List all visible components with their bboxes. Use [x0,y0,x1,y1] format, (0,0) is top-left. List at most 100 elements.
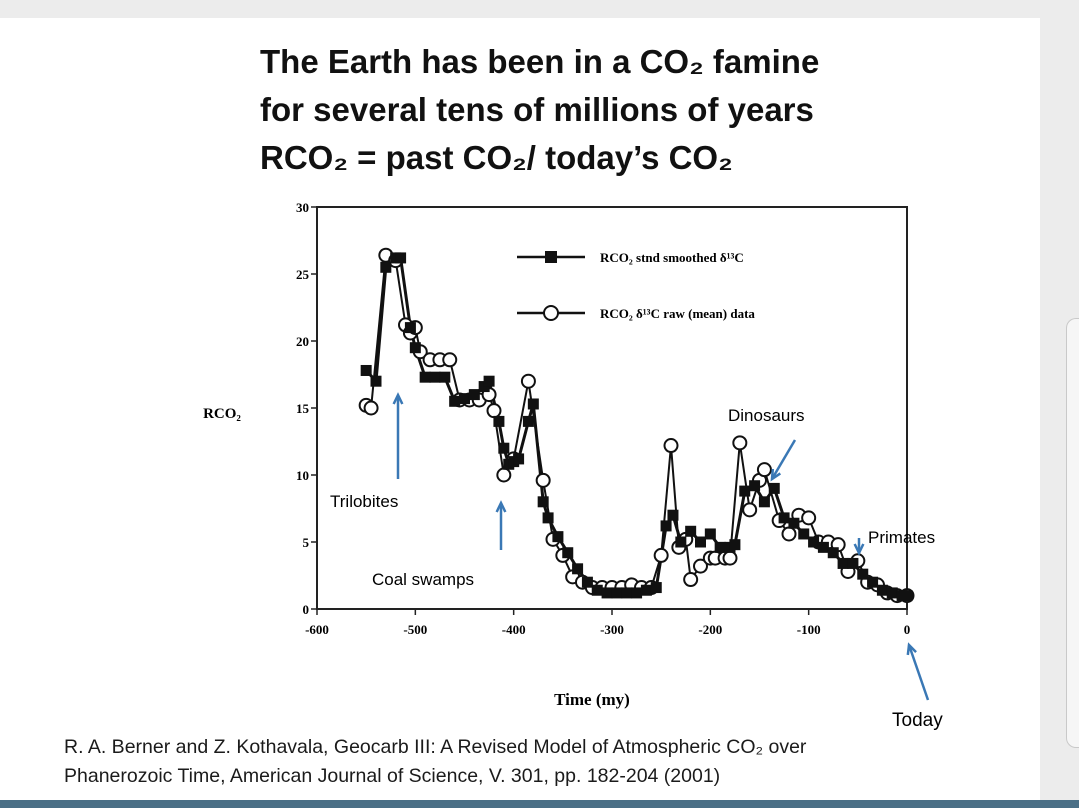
y-axis-label: RCO₂ [203,406,241,422]
citation: R. A. Berner and Z. Kothavala, Geocarb I… [64,733,806,791]
data-point-square [739,485,751,497]
data-point-square [768,482,780,494]
y-tick-label: 30 [296,200,309,215]
data-point-square [808,536,820,548]
data-point-square [837,557,849,569]
data-point-circle [663,438,679,454]
annotation-arrowhead [906,642,917,656]
data-point-circle [781,526,797,542]
data-point-square [901,590,913,602]
x-tick-label: -100 [797,622,821,637]
data-point-square [611,587,623,599]
data-point-circle [363,400,379,416]
y-tick-label: 25 [296,267,310,282]
y-tick-label: 5 [303,535,310,550]
data-point-square [817,541,829,553]
data-point-circle [486,403,502,419]
data-point-circle [520,373,536,389]
x-tick-label: -600 [305,622,329,637]
data-point-square [439,371,451,383]
data-point-square [876,584,888,596]
data-point-square [660,520,672,532]
annotation-label: Primates [868,528,935,547]
data-point-circle [535,472,551,488]
data-point-circle [801,510,817,526]
side-scroll-handle[interactable] [1066,318,1079,748]
annotation-label: Dinosaurs [728,406,805,425]
data-point-square [513,453,525,465]
annotation-label: Coal swamps [372,570,474,589]
data-point-square [758,496,770,508]
top-bar [0,0,1040,18]
citation-line: Phanerozoic Time, American Journal of Sc… [64,765,721,787]
annotation-arrow [907,644,930,701]
bottom-bar [0,800,1079,808]
data-point-square [798,528,810,540]
legend-label: RCO₂ δ¹³C raw (mean) data [600,306,755,321]
data-point-square [685,525,697,537]
data-point-square [788,517,800,529]
x-tick-label: -200 [698,622,722,637]
annotation-arrowhead [770,468,782,482]
data-point-square [581,576,593,588]
data-point-square [537,496,549,508]
slide-title: The Earth has been in a CO₂ famine for s… [260,38,819,182]
data-point-square [778,512,790,524]
title-line: RCO₂ = past CO₂/ today’s CO₂ [260,139,733,176]
x-tick-label: 0 [904,622,911,637]
data-point-square [370,375,382,387]
data-point-circle [653,547,669,563]
annotation-arrowhead [392,392,404,405]
data-point-square [667,509,679,521]
data-point-square [640,584,652,596]
data-point-square [562,547,574,559]
x-tick-label: -400 [502,622,526,637]
data-point-square [729,539,741,551]
data-point-square [886,587,898,599]
y-tick-label: 0 [303,602,310,617]
data-point-square [542,512,554,524]
annotation-arrowhead [853,543,865,556]
legend-label: RCO₂ stnd smoothed δ¹³C [600,250,744,265]
data-point-square [591,584,603,596]
data-point-square [429,371,441,383]
data-point-circle [732,435,748,451]
data-point-circle [683,572,699,588]
legend-square-marker [545,251,557,263]
data-point-square [695,536,706,548]
data-point-circle [442,352,458,368]
data-point-square [459,393,470,405]
data-point-square [360,364,372,376]
data-point-square [827,547,839,559]
data-point-square [675,536,687,548]
annotation-arrowhead [495,500,507,513]
data-point-square [650,582,662,594]
data-point-square [857,568,869,580]
annotation-label: Trilobites [330,492,398,511]
y-tick-label: 15 [296,401,310,416]
data-point-square [552,531,564,543]
data-point-square [572,563,584,575]
title-line: for several tens of millions of years [260,91,814,128]
data-point-square [395,252,407,264]
y-tick-label: 20 [296,334,309,349]
y-tick-label: 10 [296,468,309,483]
x-tick-label: -300 [600,622,624,637]
data-point-square [404,322,416,334]
data-point-square [498,442,510,454]
x-tick-label: -500 [403,622,427,637]
rco2-chart: 0 5 10 15 20 25 30 -600 -500 -400 -300 -200 -100 0 RCO… [203,200,943,731]
x-axis-label: Time (my) [554,690,630,709]
title-line: The Earth has been in a CO₂ famine [260,43,820,80]
data-point-square [527,398,539,410]
data-point-square [749,480,761,492]
data-point-square [522,415,534,427]
data-point-circle [693,558,708,574]
data-point-square [621,587,633,599]
data-point-square [449,395,461,407]
data-point-square [493,415,505,427]
data-point-square [409,342,421,354]
annotation-arrow [770,439,797,480]
legend-circle-marker [543,305,559,321]
data-point-square [468,389,480,401]
